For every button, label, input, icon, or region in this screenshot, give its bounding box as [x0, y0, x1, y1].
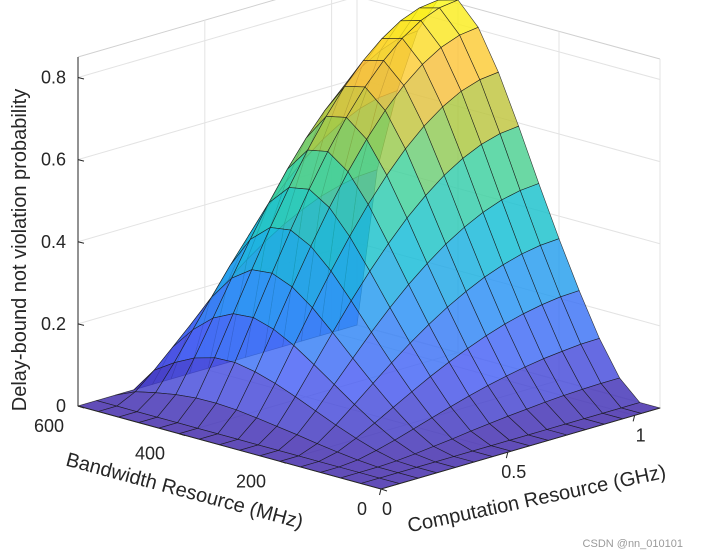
- watermark-text: CSDN @nn_010101: [582, 538, 683, 550]
- y-tick-label: 400: [135, 444, 165, 464]
- z-tick-mark: [77, 241, 85, 244]
- y-tick-label: 200: [236, 471, 266, 491]
- z-axis-label: Delay-bound not violation probability: [9, 89, 31, 411]
- x-tick-label: 1: [636, 425, 646, 445]
- back-top-edge: [442, 0, 661, 60]
- y-tick-mark: [380, 488, 388, 492]
- y-axis-label: Bandwidth Resource (MHz): [64, 449, 306, 534]
- x-tick-mark: [505, 452, 509, 459]
- x-axis-line: [380, 407, 661, 490]
- y-axis-line: [77, 405, 382, 490]
- axes-box-front: [77, 57, 661, 496]
- y-tick-mark: [279, 460, 287, 464]
- x-tick-label: 0.5: [501, 462, 526, 482]
- back-top-edge: [77, 0, 277, 58]
- z-tick-mark: [77, 323, 85, 326]
- z-tick-mark: [77, 405, 85, 408]
- y-tick-label: 600: [34, 416, 64, 436]
- x-tick-mark: [379, 488, 382, 496]
- y-tick-label: 0: [357, 499, 367, 519]
- z-tick-label: 0.8: [41, 68, 66, 88]
- z-tick-label: 0.6: [41, 150, 66, 170]
- x-tick-label: 0: [382, 499, 392, 519]
- z-tick-label: 0.2: [41, 314, 66, 334]
- y-tick-mark: [178, 433, 186, 437]
- z-tick-label: 0: [56, 396, 66, 416]
- z-gridline: [77, 78, 358, 161]
- z-tick-mark: [77, 77, 85, 80]
- z-tick-label: 0.4: [41, 232, 66, 252]
- z-gridline: [77, 0, 347, 79]
- x-axis-label: Computation Resource (GHz): [406, 461, 668, 537]
- z-gridline: [367, 0, 661, 81]
- z-tick-mark: [77, 159, 85, 162]
- x-tick-mark: [632, 415, 636, 422]
- surface-plot: [76, 0, 662, 490]
